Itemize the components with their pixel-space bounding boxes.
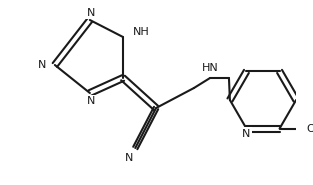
Text: N: N xyxy=(125,153,133,163)
Text: N: N xyxy=(242,129,251,139)
Text: NH: NH xyxy=(132,27,149,37)
Text: N: N xyxy=(38,60,46,70)
Text: O: O xyxy=(306,124,313,134)
Text: N: N xyxy=(87,8,95,18)
Text: N: N xyxy=(87,96,95,106)
Text: HN: HN xyxy=(202,63,218,73)
